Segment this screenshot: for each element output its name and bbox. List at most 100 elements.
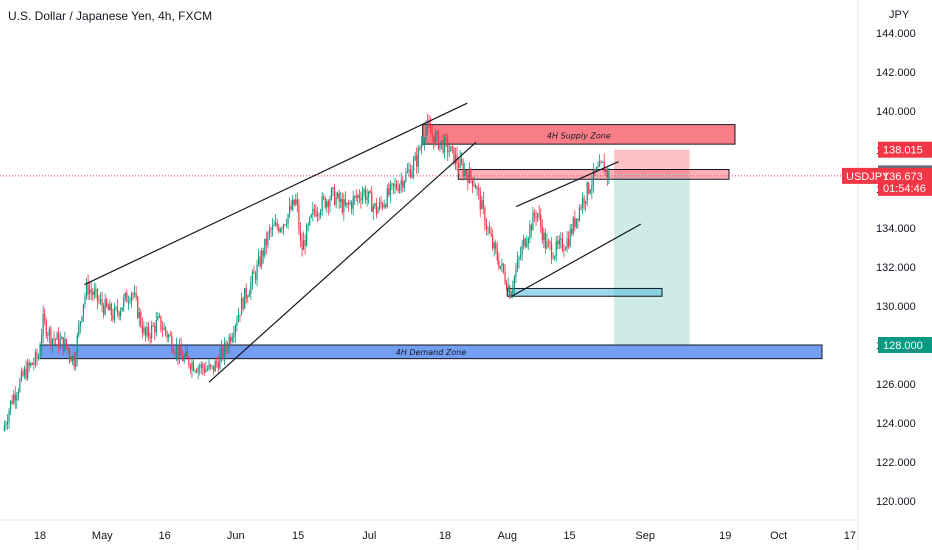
candle-body — [561, 238, 563, 251]
candle-body — [76, 335, 78, 359]
candle-body — [535, 216, 537, 218]
candle-body — [372, 206, 374, 212]
candle-body — [282, 224, 284, 229]
candle-body — [566, 238, 568, 249]
candle-body — [543, 232, 545, 241]
price-tag — [878, 337, 932, 353]
candle-body — [189, 365, 191, 370]
trendline[interactable] — [515, 161, 619, 208]
candle-body — [287, 214, 289, 224]
candle-body — [110, 303, 112, 316]
candle-body — [552, 257, 554, 259]
candle-body — [493, 242, 495, 249]
candle-body — [17, 391, 19, 396]
candle-body — [225, 343, 227, 349]
candle-body — [580, 207, 582, 209]
candle-body — [200, 364, 202, 368]
candle-body — [143, 327, 145, 334]
candle-body — [330, 188, 333, 200]
y-tick-label: 130.000 — [876, 301, 916, 313]
candle-body — [459, 158, 461, 168]
candle-body — [259, 256, 261, 266]
candle-body — [73, 355, 75, 367]
candle-body — [515, 269, 517, 277]
x-tick-label: May — [92, 530, 113, 542]
candle-body — [163, 327, 165, 330]
candle-body — [157, 316, 159, 320]
candle-body — [137, 297, 139, 318]
candle-body — [312, 208, 314, 215]
candle-body — [386, 188, 388, 207]
candle-body — [592, 169, 594, 186]
trendline[interactable] — [208, 141, 477, 383]
candle-body — [126, 292, 128, 303]
candle-body — [261, 250, 263, 266]
candle-body — [358, 195, 360, 199]
candle-body — [265, 238, 267, 246]
position-target-area[interactable] — [614, 173, 690, 345]
price-tag — [878, 167, 932, 196]
candle-body — [371, 192, 373, 212]
candle-body — [558, 239, 560, 245]
position-stop-area[interactable] — [614, 149, 690, 174]
candle-body — [444, 137, 446, 153]
trendline[interactable] — [84, 102, 468, 286]
candle-body — [464, 170, 466, 176]
candle-body — [326, 201, 328, 208]
candle-body — [382, 203, 384, 208]
candle-body — [61, 337, 63, 340]
trendline[interactable] — [511, 223, 642, 297]
candle-body — [104, 299, 106, 315]
y-tick-label: 132.000 — [876, 262, 916, 274]
candle-body — [103, 306, 105, 315]
candle-body — [166, 332, 168, 338]
candle-body — [271, 225, 274, 230]
candle-body — [470, 168, 472, 179]
candle-body — [48, 328, 50, 336]
candle-body — [202, 364, 204, 369]
candle-body — [516, 259, 519, 270]
candle-body — [335, 197, 337, 205]
candle-body — [526, 243, 528, 247]
candle-body — [192, 362, 195, 371]
candle-body — [586, 182, 588, 202]
candle-body — [112, 315, 114, 320]
candle-body — [25, 368, 27, 379]
candle-body — [354, 196, 356, 198]
candle-body — [453, 146, 455, 164]
candle-body — [109, 303, 111, 311]
candle-body — [478, 187, 480, 192]
supply-zone[interactable] — [422, 124, 736, 145]
x-tick-label: Oct — [770, 530, 787, 542]
candle-body — [124, 292, 126, 298]
candle-body — [281, 228, 283, 230]
symbol-tag — [842, 167, 884, 184]
candle-body — [254, 273, 257, 280]
candle-body — [323, 196, 325, 198]
candle-body — [120, 310, 122, 316]
candle-body — [182, 355, 184, 362]
y-tick-label: 140.000 — [876, 106, 916, 118]
candle-body — [39, 348, 41, 358]
candle-body — [129, 301, 131, 303]
candle-body — [510, 293, 512, 298]
candle-body — [506, 282, 508, 290]
x-tick-label: 15 — [292, 530, 304, 542]
candle-body — [135, 293, 137, 298]
candle-body — [174, 352, 176, 354]
candle-body — [64, 339, 66, 352]
candle-body — [495, 242, 497, 250]
candle-body — [426, 121, 429, 128]
candle-body — [465, 170, 467, 176]
candle-body — [130, 293, 133, 302]
candle-body — [363, 189, 365, 194]
x-tick-label: 16 — [158, 530, 170, 542]
candle-body — [138, 312, 140, 318]
support-box[interactable] — [506, 287, 663, 297]
candle-body — [368, 191, 370, 198]
candle-body — [154, 325, 156, 333]
candle-body — [168, 335, 170, 338]
candle-body — [340, 199, 342, 202]
candle-body — [58, 333, 60, 348]
